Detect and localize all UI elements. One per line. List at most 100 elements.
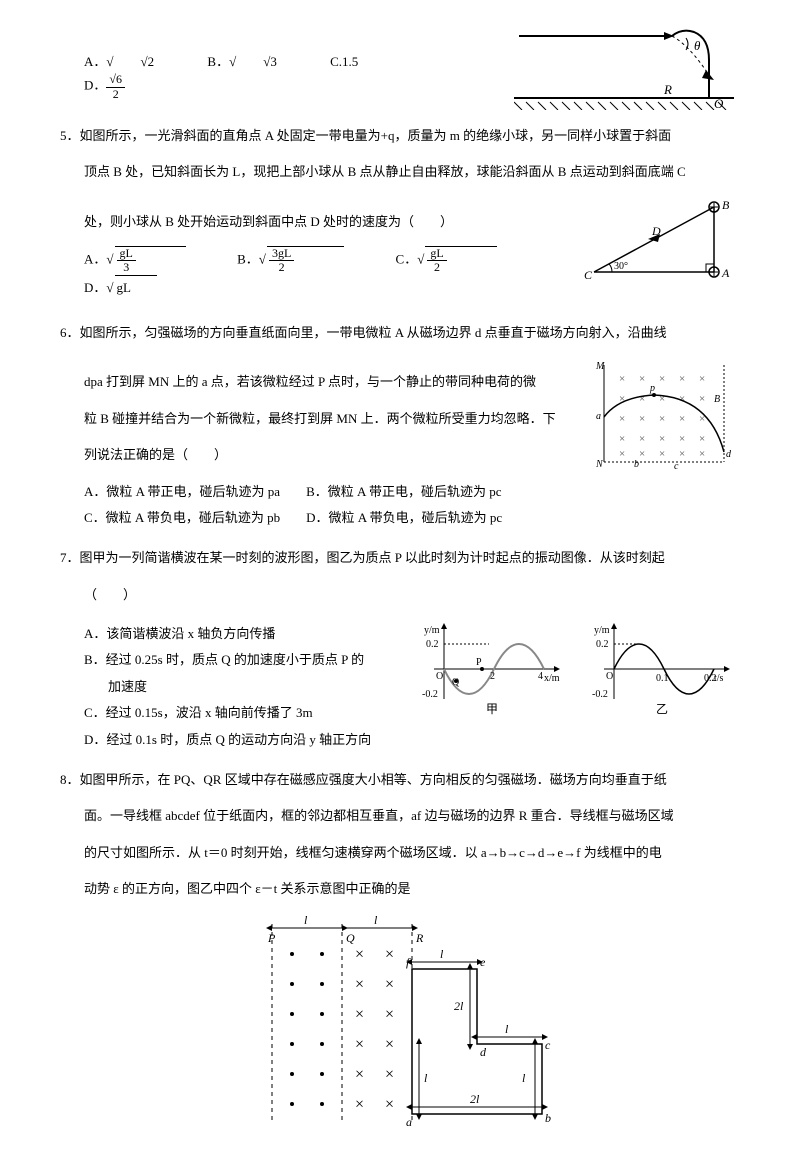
svg-text:C: C: [584, 268, 593, 282]
svg-text:×: ×: [639, 413, 645, 425]
q7-opt-a: A．该简谐横波沿 x 轴负方向传播: [84, 622, 404, 645]
svg-text:l: l: [374, 914, 378, 927]
svg-text:O: O: [714, 96, 724, 110]
svg-text:l: l: [304, 914, 308, 927]
svg-text:×: ×: [385, 976, 394, 993]
q6-line4: 列说法正确的是（ ）: [60, 443, 584, 466]
q5-line3: 处，则小球从 B 处开始运动到斜面中点 D 处时的速度为（ ）: [60, 210, 574, 233]
q6-opt-a: A．微粒 A 带正电，碰后轨迹为 pa: [84, 484, 280, 499]
q6-line2: dpa 打到屏 MN 上的 a 点，若该微粒经过 P 点时，与一个静止的带同种电…: [60, 370, 584, 393]
q4-opt-a: A．√√2: [84, 50, 180, 73]
svg-text:-0.2: -0.2: [592, 689, 608, 700]
svg-text:l: l: [424, 1071, 428, 1085]
q5-figure: B A C D 30°: [584, 197, 734, 287]
q4-figure: θ R O: [514, 20, 734, 110]
q5-opt-d: D．√gL: [84, 275, 181, 299]
q6-opt-d: D．微粒 A 带负电，碰后轨迹为 pc: [306, 510, 502, 525]
svg-text:0.2: 0.2: [596, 639, 609, 650]
q4-opt-d: D．√62: [84, 73, 173, 100]
q5-opt-a: A．√gL3: [84, 246, 210, 274]
q8-figure: l l P Q R ×× ×× ×× ×× ×× ××: [242, 914, 552, 1134]
svg-text:2l: 2l: [470, 1092, 480, 1106]
svg-text:c: c: [674, 461, 679, 472]
q8-line3: 的尺寸如图所示．从 t＝0 时刻开始，线框匀速横穿两个磁场区域．以 a→b→c→…: [60, 841, 734, 864]
svg-text:y/m: y/m: [594, 625, 610, 636]
svg-text:×: ×: [699, 433, 705, 445]
svg-text:×: ×: [639, 448, 645, 460]
svg-text:l: l: [505, 1022, 509, 1036]
svg-text:2l: 2l: [454, 999, 464, 1013]
q6-opt-b: B．微粒 A 带正电，碰后轨迹为 pc: [306, 484, 501, 499]
svg-text:×: ×: [355, 946, 364, 963]
svg-text:d: d: [480, 1045, 487, 1059]
svg-text:l: l: [440, 947, 444, 961]
svg-text:P: P: [267, 931, 276, 945]
q5-opt-b: B．√3gL2: [237, 246, 368, 274]
svg-text:d: d: [726, 449, 732, 460]
svg-text:0.2: 0.2: [426, 639, 439, 650]
q5-opt-c: C．√gL2: [396, 246, 521, 274]
svg-text:×: ×: [679, 448, 685, 460]
q6-figure: ××××× ××××× ××××× ××××× ××××× M N B a b …: [594, 357, 734, 472]
q5-options: A．√gL3 B．√3gL2 C．√gL2 D．√gL: [84, 246, 574, 299]
q8-line4: 动势 ε 的正方向，图乙中四个 ε－t 关系示意图中正确的是: [60, 877, 734, 900]
svg-text:×: ×: [385, 1096, 394, 1113]
svg-text:×: ×: [619, 373, 625, 385]
svg-text:a: a: [596, 411, 601, 422]
q4-opt-c: C.1.5: [330, 50, 382, 73]
q7-paren: （ ）: [60, 583, 734, 606]
svg-text:y/m: y/m: [424, 625, 440, 636]
svg-text:×: ×: [659, 413, 665, 425]
svg-text:-0.2: -0.2: [422, 689, 438, 700]
q4-options: A．√√2 B．√√3 C.1.5 D．√62: [84, 50, 504, 101]
svg-text:×: ×: [699, 373, 705, 385]
svg-text:Q: Q: [346, 931, 355, 945]
svg-text:×: ×: [699, 393, 705, 405]
svg-text:B: B: [722, 198, 730, 212]
q4-opt-b: B．√√3: [207, 50, 302, 73]
svg-text:×: ×: [355, 976, 364, 993]
q7-figure-2: y/m t/s 0.2 -0.2 O 0.1 0.2 乙: [584, 619, 734, 719]
svg-text:B: B: [714, 394, 720, 405]
svg-text:b: b: [545, 1111, 551, 1125]
svg-text:x/m: x/m: [544, 673, 560, 684]
svg-text:×: ×: [679, 373, 685, 385]
q7-opt-b: B．经过 0.25s 时，质点 Q 的加速度小于质点 P 的: [84, 648, 404, 671]
svg-text:甲: 甲: [486, 702, 498, 716]
svg-text:×: ×: [355, 1066, 364, 1083]
svg-text:M: M: [595, 361, 605, 372]
svg-text:×: ×: [619, 448, 625, 460]
q5-line2: 顶点 B 处，已知斜面长为 L，现把上部小球从 B 点从静止自由释放，球能沿斜面…: [60, 160, 734, 183]
q6-options: A．微粒 A 带正电，碰后轨迹为 pa B．微粒 A 带正电，碰后轨迹为 pc …: [84, 480, 584, 530]
svg-text:N: N: [595, 459, 604, 470]
q8-line2: 面。一导线框 abcdef 位于纸面内，框的邻边都相互垂直，af 边与磁场的边界…: [60, 804, 734, 827]
svg-text:O: O: [436, 671, 443, 682]
svg-text:O: O: [606, 671, 613, 682]
svg-text:4: 4: [538, 671, 543, 682]
svg-text:c: c: [545, 1038, 551, 1052]
svg-text:A: A: [721, 266, 730, 280]
svg-text:×: ×: [679, 413, 685, 425]
svg-text:l: l: [522, 1071, 526, 1085]
svg-text:p: p: [649, 383, 655, 394]
svg-text:×: ×: [699, 448, 705, 460]
svg-text:乙: 乙: [656, 702, 668, 716]
question-6: 6．如图所示，匀强磁场的方向垂直纸面向里，一带电微粒 A 从磁场边界 d 点垂直…: [60, 321, 734, 532]
svg-text:b: b: [634, 459, 639, 470]
svg-text:×: ×: [385, 946, 394, 963]
svg-text:×: ×: [355, 1036, 364, 1053]
question-4-fragment: A．√√2 B．√√3 C.1.5 D．√62: [60, 20, 734, 110]
q7-opt-d: D．经过 0.1s 时，质点 Q 的运动方向沿 y 轴正方向: [84, 728, 404, 751]
q6-line3: 粒 B 碰撞并结合为一个新微粒，最终打到屏 MN 上．两个微粒所受重力均忽略．下: [60, 407, 584, 430]
svg-text:R: R: [415, 931, 424, 945]
q6-opt-c: C．微粒 A 带负电，碰后轨迹为 pb: [84, 510, 280, 525]
q7-options: A．该简谐横波沿 x 轴负方向传播 B．经过 0.25s 时，质点 Q 的加速度…: [84, 619, 404, 754]
svg-text:×: ×: [385, 1006, 394, 1023]
question-5: 5．如图所示，一光滑斜面的直角点 A 处固定一带电量为+q，质量为 m 的绝缘小…: [60, 124, 734, 307]
svg-text:2: 2: [490, 671, 495, 682]
svg-text:P: P: [476, 657, 482, 668]
q7-opt-b2: 加速度: [84, 675, 404, 698]
svg-text:×: ×: [659, 433, 665, 445]
svg-text:×: ×: [659, 448, 665, 460]
svg-text:×: ×: [639, 393, 645, 405]
